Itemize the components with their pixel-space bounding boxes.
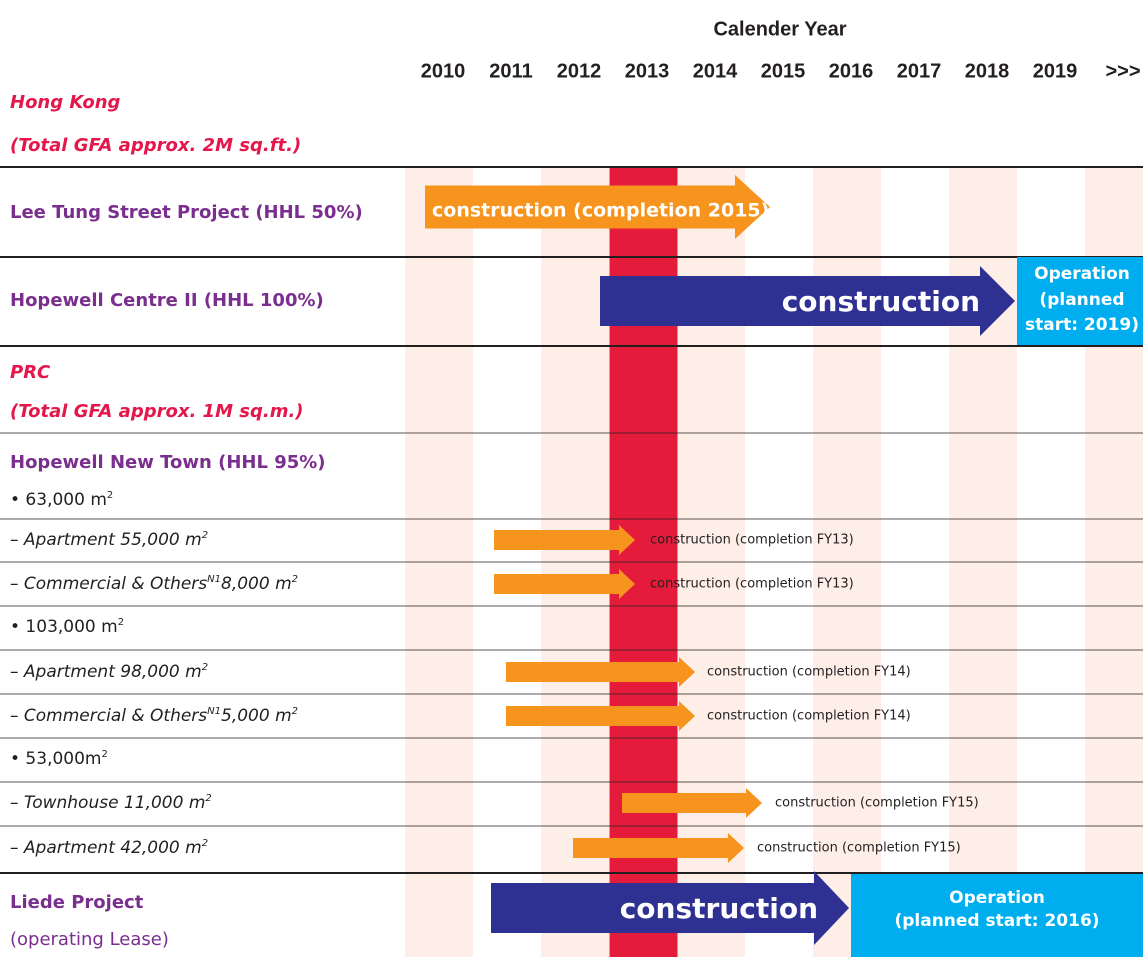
label-text: • 53,000m xyxy=(10,749,101,769)
year-label: 2015 xyxy=(761,60,806,82)
bar-label: construction (completion FY13) xyxy=(650,577,854,592)
row-label: – Apartment 55,000 m2 xyxy=(10,530,208,551)
operation-box xyxy=(1017,257,1143,345)
superscript: 2 xyxy=(202,662,208,673)
bar-label: construction (completion FY13) xyxy=(650,533,854,548)
year-label: 2011 xyxy=(489,60,532,82)
superscript: N1 xyxy=(207,706,221,717)
construction-arrow xyxy=(425,175,770,239)
operation-label: Operation xyxy=(949,888,1045,908)
bar-label: construction (completion FY15) xyxy=(757,841,961,856)
superscript: 2 xyxy=(118,617,124,628)
bar-label: construction (completion FY14) xyxy=(707,665,911,680)
row-label: • 63,000 m2 xyxy=(10,490,113,511)
row-label: • 103,000 m2 xyxy=(10,617,124,638)
section-subtitle: (Total GFA approx. 2M sq.ft.) xyxy=(10,135,301,156)
project-name: Liede Project xyxy=(10,892,144,913)
project-name: Hopewell New Town (HHL 95%) xyxy=(10,452,326,473)
year-label: 2016 xyxy=(829,60,874,82)
foreground: Calender Year 2010 2011 2012 2013 2014 2015 201… xyxy=(0,18,1143,957)
construction-arrow xyxy=(600,266,1015,336)
row-label: – Townhouse 11,000 m2 xyxy=(10,793,212,814)
label-text: • 63,000 m xyxy=(10,490,107,510)
year-label: 2013 xyxy=(625,60,670,82)
label-text: – Commercial & Others xyxy=(10,706,207,726)
label-text: • 103,000 m xyxy=(10,617,118,637)
operation-label: Operation xyxy=(1034,264,1130,284)
project-name: Lee Tung Street Project (HHL 50%) xyxy=(10,202,363,223)
label-text: – Townhouse 11,000 m xyxy=(10,793,205,813)
operation-label: start: 2019) xyxy=(1025,315,1139,335)
operation-label: (planned start: 2016) xyxy=(894,911,1099,931)
row-label: – Commercial & OthersN18,000 m2 xyxy=(10,574,298,595)
row-label: • 53,000m2 xyxy=(10,749,108,770)
superscript: 2 xyxy=(101,749,107,760)
year-label: 2014 xyxy=(693,60,738,82)
label-text: – Apartment 42,000 m xyxy=(10,838,202,858)
construction-arrow xyxy=(494,569,635,599)
label-text: 8,000 m xyxy=(221,574,292,594)
superscript: 2 xyxy=(107,490,113,501)
project-note: (operating Lease) xyxy=(10,929,169,950)
year-label: >>> xyxy=(1105,60,1140,82)
construction-arrow xyxy=(573,833,744,863)
section-subtitle: (Total GFA approx. 1M sq.m.) xyxy=(10,401,304,422)
operation-label: (planned xyxy=(1039,290,1124,310)
construction-arrow xyxy=(494,525,635,555)
superscript: 2 xyxy=(205,793,211,804)
superscript: 2 xyxy=(202,530,208,541)
bar-label: construction (completion 2015) xyxy=(432,200,769,222)
year-label: 2010 xyxy=(421,60,466,82)
bar-label: construction xyxy=(620,892,818,925)
superscript: 2 xyxy=(202,838,208,849)
row-label: – Commercial & OthersN15,000 m2 xyxy=(10,706,298,727)
section-title: PRC xyxy=(10,362,51,383)
year-label: 2017 xyxy=(897,60,942,82)
row-label: – Apartment 98,000 m2 xyxy=(10,662,208,683)
superscript: N1 xyxy=(207,574,221,585)
construction-arrow xyxy=(506,657,695,687)
superscript: 2 xyxy=(292,574,298,585)
header-title: Calender Year xyxy=(713,18,846,40)
section-title: Hong Kong xyxy=(10,92,121,113)
bar-label: construction (completion FY15) xyxy=(775,796,979,811)
label-text: 5,000 m xyxy=(221,706,292,726)
label-text: – Commercial & Others xyxy=(10,574,207,594)
bar-label: construction (completion FY14) xyxy=(707,709,911,724)
label-text: – Apartment 98,000 m xyxy=(10,662,202,682)
construction-arrow xyxy=(491,871,849,945)
project-name: Hopewell Centre II (HHL 100%) xyxy=(10,290,324,311)
year-label: 2018 xyxy=(965,60,1010,82)
row-label: – Apartment 42,000 m2 xyxy=(10,838,208,859)
construction-arrow xyxy=(506,701,695,731)
operation-box xyxy=(851,874,1143,957)
construction-arrow xyxy=(622,788,762,818)
label-text: – Apartment 55,000 m xyxy=(10,530,202,550)
year-label: 2012 xyxy=(557,60,602,82)
bar-label: construction xyxy=(782,285,980,318)
year-label: 2019 xyxy=(1033,60,1078,82)
superscript: 2 xyxy=(292,706,298,717)
